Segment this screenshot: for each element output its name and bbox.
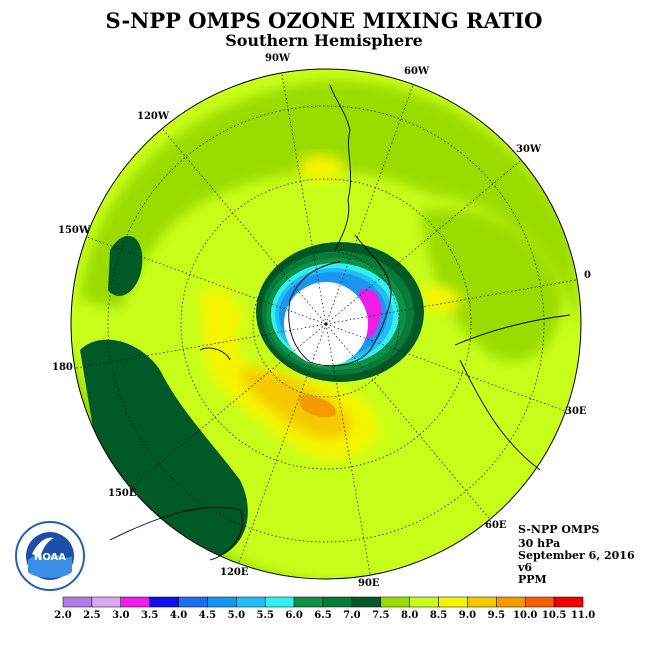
meridian-line	[281, 72, 327, 325]
lat-circle-3	[107, 105, 545, 543]
colorbar-swatch	[149, 596, 179, 608]
map-subtitle: Southern Hemisphere	[225, 31, 423, 50]
colorbar-swatch	[91, 596, 122, 608]
colorbar: 2.0 2.5 3.0 3.5 4.0 4.5 5.0 5.5 6.0 6.5 7.0 7.5 8.0 8…	[54, 596, 595, 621]
lon-label-60e: 60E	[485, 520, 507, 531]
graticule	[74, 72, 578, 576]
lat-circle-2	[180, 178, 472, 470]
colorbar-tick-label: 6.5	[314, 610, 331, 621]
colorbar-swatch	[236, 596, 266, 608]
colorbar-swatch	[553, 596, 584, 608]
longitude-labels: 90W 60W 30W 0 30E 60E 90E 120E 150E 180 …	[52, 53, 591, 589]
coast-australia	[109, 506, 244, 561]
colorbar-tick-label: 10.0	[513, 610, 537, 621]
colorbar-tick-label: 11.0	[571, 610, 595, 621]
meridian-line	[74, 323, 327, 369]
colorbar-tick-label: 3.0	[112, 610, 129, 621]
colorbar-tick-label: 9.5	[488, 610, 505, 621]
colorbar-swatch	[178, 596, 208, 608]
map-title: S-NPP OMPS OZONE MIXING RATIO	[105, 8, 543, 33]
field-darkgreen-blob	[108, 235, 143, 296]
lon-label-30e: 30E	[565, 406, 587, 417]
meridian-line	[325, 323, 566, 412]
meridian-line	[325, 159, 522, 325]
lon-label-180: 180	[52, 362, 73, 373]
lat-circle-1	[252, 250, 400, 398]
lon-label-120w: 120W	[137, 111, 170, 122]
colorbar-tick-label: 3.5	[141, 610, 158, 621]
colorbar-tick-label: 2.5	[83, 610, 100, 621]
colorbar-tick-label: 6.0	[285, 610, 302, 621]
colorbar-tick-label: 9.0	[459, 610, 476, 621]
field-green-north	[80, 79, 580, 330]
lon-label-120e: 120E	[220, 567, 249, 578]
lon-label-60w: 60W	[404, 66, 430, 77]
lon-label-0: 0	[584, 270, 591, 281]
info-level: 30 hPa	[518, 537, 561, 550]
colorbar-tick-label: 10.5	[542, 610, 566, 621]
field-yellow-north	[300, 154, 345, 182]
colorbar-swatch	[380, 596, 410, 608]
field-green-east	[420, 208, 562, 362]
meridian-line	[130, 323, 327, 489]
colorbar-swatch	[293, 596, 324, 608]
lon-label-90e: 90E	[358, 578, 380, 589]
meridian-line	[161, 128, 327, 325]
field-yellow-east	[420, 285, 461, 314]
coast-antarctica	[288, 234, 392, 367]
colorbar-tick-label: 7.5	[372, 610, 389, 621]
meridian-line	[325, 323, 491, 520]
colorbar-swatch	[438, 596, 468, 608]
colorbar-swatch	[351, 596, 382, 608]
colorbar-tick-label: 2.0	[54, 610, 71, 621]
ozone-field	[71, 69, 581, 579]
colorbar-tick-label: 4.5	[199, 610, 216, 621]
colorbar-tick-label: 5.5	[257, 610, 274, 621]
field-darkorange	[300, 395, 336, 417]
colorbar-tick-label: 4.0	[170, 610, 187, 621]
colorbar-swatch	[409, 596, 439, 608]
colorbar-swatch	[120, 596, 150, 608]
colorbar-tick-label: 8.5	[430, 610, 447, 621]
lon-label-150e: 150E	[108, 488, 137, 499]
colorbar-swatch	[524, 596, 555, 608]
info-instrument: S-NPP OMPS	[518, 523, 600, 536]
colorbar-swatch	[322, 596, 353, 608]
noaa-logo: NOAA	[15, 521, 85, 591]
colorbar-swatch	[496, 596, 526, 608]
colorbar-swatch	[207, 596, 237, 608]
lon-label-90w: 90W	[265, 53, 291, 64]
coast-africa	[454, 314, 571, 471]
meridian-line	[325, 279, 578, 325]
info-units: PPM	[518, 573, 547, 586]
colorbar-tick-label: 5.0	[228, 610, 245, 621]
info-version: v6	[518, 561, 533, 574]
coast-nz	[199, 347, 231, 361]
colorbar-tick-label: 7.0	[343, 610, 360, 621]
field-darkgreen-west	[80, 339, 248, 560]
info-date: September 6, 2016	[518, 549, 635, 562]
lon-label-150w: 150W	[58, 225, 91, 236]
field-orange	[240, 369, 351, 439]
meridian-line	[86, 236, 327, 325]
south-pole-dot	[324, 322, 328, 326]
map-boundary	[70, 68, 582, 580]
colorbar-swatch	[62, 596, 93, 608]
meridian-line	[325, 84, 414, 325]
meridian-line	[238, 323, 327, 564]
colorbar-tick-label: 8.0	[401, 610, 418, 621]
colorbar-swatch	[264, 596, 295, 608]
lon-label-30w: 30W	[516, 144, 542, 155]
colorbar-swatch	[467, 596, 497, 608]
meridian-line	[325, 323, 371, 576]
noaa-logo-text: NOAA	[34, 552, 66, 563]
